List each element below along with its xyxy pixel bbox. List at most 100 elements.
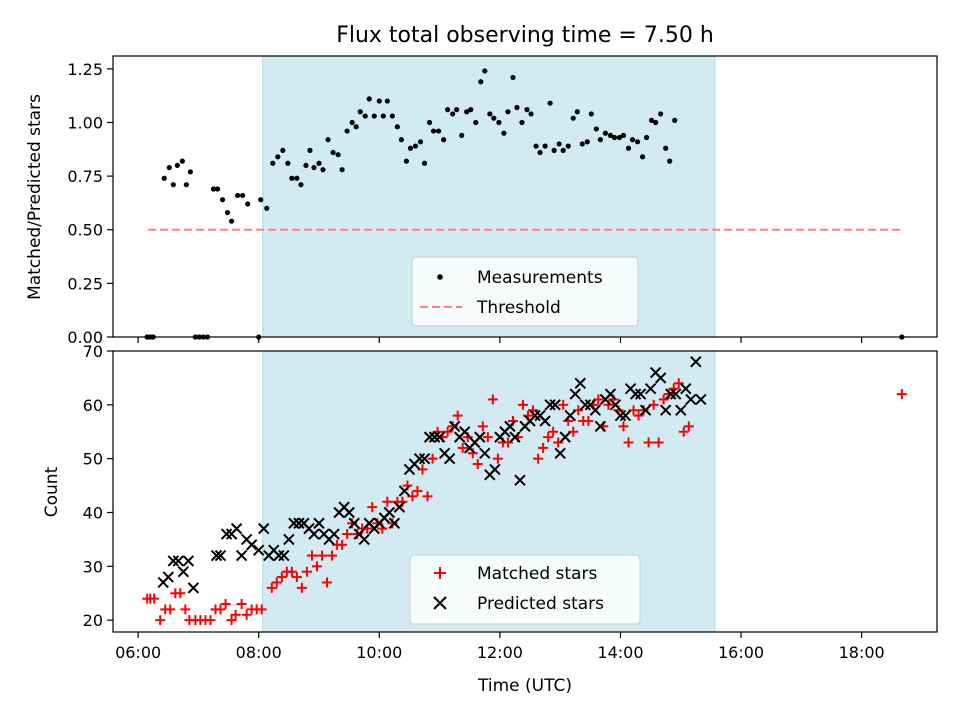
predicted-star-point [162, 571, 174, 583]
predicted-star-point [644, 382, 657, 395]
predicted-star-point [634, 388, 647, 400]
matched-star-point [683, 421, 694, 432]
measurement-point [634, 139, 641, 145]
measurement-point [464, 109, 470, 115]
predicted-star-point [604, 388, 617, 400]
legend-predicted-label: Predicted stars [477, 594, 604, 614]
measurement-point [407, 145, 414, 151]
measurement-point [170, 182, 176, 188]
measurement-point [303, 162, 309, 168]
measurement-point [514, 104, 520, 111]
y-tick-label: 0.00 [67, 328, 103, 347]
measurement-point [357, 109, 363, 115]
y-tick-label: 70 [83, 342, 103, 361]
x-tick-label: 16:00 [718, 643, 764, 662]
predicted-star-point [614, 409, 627, 422]
measurement-point [320, 167, 326, 173]
predicted-star-point [220, 528, 233, 540]
measurement-point [380, 113, 386, 119]
matched-star-point [382, 496, 393, 507]
measurement-point [542, 143, 548, 149]
measurement-point [570, 115, 576, 121]
top-panel: 0.00 0.25 0.50 0.75 1.00 1.25 Flux total obse… [25, 23, 938, 347]
matched-star-point [220, 599, 231, 610]
bottom-y-ticks: 20 30 40 50 60 70 [83, 342, 113, 630]
matched-star-point [593, 394, 604, 405]
predicted-star-point [564, 409, 576, 422]
matched-star-point [422, 491, 433, 502]
predicted-star-point [544, 399, 556, 411]
y-tick-label: 0.75 [67, 167, 103, 186]
predicted-star-point [383, 506, 396, 519]
measurement-point [597, 137, 603, 143]
measurement-point [335, 152, 341, 158]
matched-star-point [317, 550, 328, 561]
predicted-star-point [348, 517, 360, 529]
measurement-point [258, 197, 264, 203]
predicted-star-point [278, 549, 290, 562]
bottom-legend-box [409, 554, 641, 625]
predicted-star-point [313, 517, 325, 529]
measurement-point [228, 218, 235, 224]
measurement-point [426, 119, 433, 126]
matched-star-point [311, 561, 322, 572]
y-tick-label: 50 [83, 450, 103, 469]
matched-star-point [648, 399, 659, 410]
predicted-star-point [474, 431, 486, 443]
measurement-point [398, 137, 404, 143]
predicted-star-point [418, 452, 431, 465]
measurement-point [219, 197, 226, 203]
matched-star-point [548, 426, 559, 437]
measurement-point [417, 139, 424, 145]
predicted-star-point [539, 415, 551, 427]
predicted-star-point [594, 420, 607, 433]
y-tick-label: 0.25 [67, 274, 103, 293]
top-panel-frame [112, 55, 938, 338]
measurement-point [588, 111, 594, 117]
matched-star-point [241, 609, 252, 620]
matched-star-point [417, 464, 428, 475]
measurement-point [524, 107, 530, 113]
measurement-point [280, 147, 286, 153]
measurement-point [663, 145, 669, 151]
measurement-point [639, 154, 646, 160]
measurement-point [245, 201, 251, 207]
matched-star-point [633, 410, 644, 421]
predicted-star-point [448, 420, 461, 433]
predicted-star-point [665, 388, 677, 400]
matched-star-point [271, 577, 282, 588]
measurement-point [667, 158, 673, 164]
matched-star-point [327, 550, 338, 561]
measurement-point [421, 160, 428, 166]
matched-star-point [502, 437, 513, 448]
measurement-point [551, 147, 557, 153]
matched-star-point [558, 399, 569, 410]
predicted-star-point [214, 549, 227, 562]
matched-star-point [291, 572, 302, 583]
matched-star-point [457, 442, 468, 453]
measurement-point [574, 109, 580, 115]
top-legend: Measurements Threshold [411, 256, 639, 327]
x-tick-label: 18:00 [839, 643, 885, 662]
predicted-star-point [393, 501, 406, 513]
predicted-star-point [172, 555, 185, 567]
y-tick-label: 40 [83, 503, 103, 522]
bottom-y-axis-label: Count [42, 466, 62, 517]
predicted-star-point [659, 404, 672, 416]
matched-star-point [568, 426, 579, 437]
predicted-star-point [182, 555, 195, 567]
predicted-star-point [235, 549, 248, 562]
x-axis-label: Time (UTC) [477, 676, 572, 696]
predicted-star-point [514, 474, 526, 486]
matched-star-point [226, 615, 237, 626]
measurement-point [435, 128, 442, 134]
measurement-point [240, 192, 246, 199]
measurement-point [298, 182, 304, 188]
measurement-point [616, 134, 623, 141]
predicted-star-point [670, 388, 682, 400]
measurement-point [161, 175, 167, 181]
matched-star-point [230, 609, 241, 620]
measurement-point [653, 119, 659, 126]
